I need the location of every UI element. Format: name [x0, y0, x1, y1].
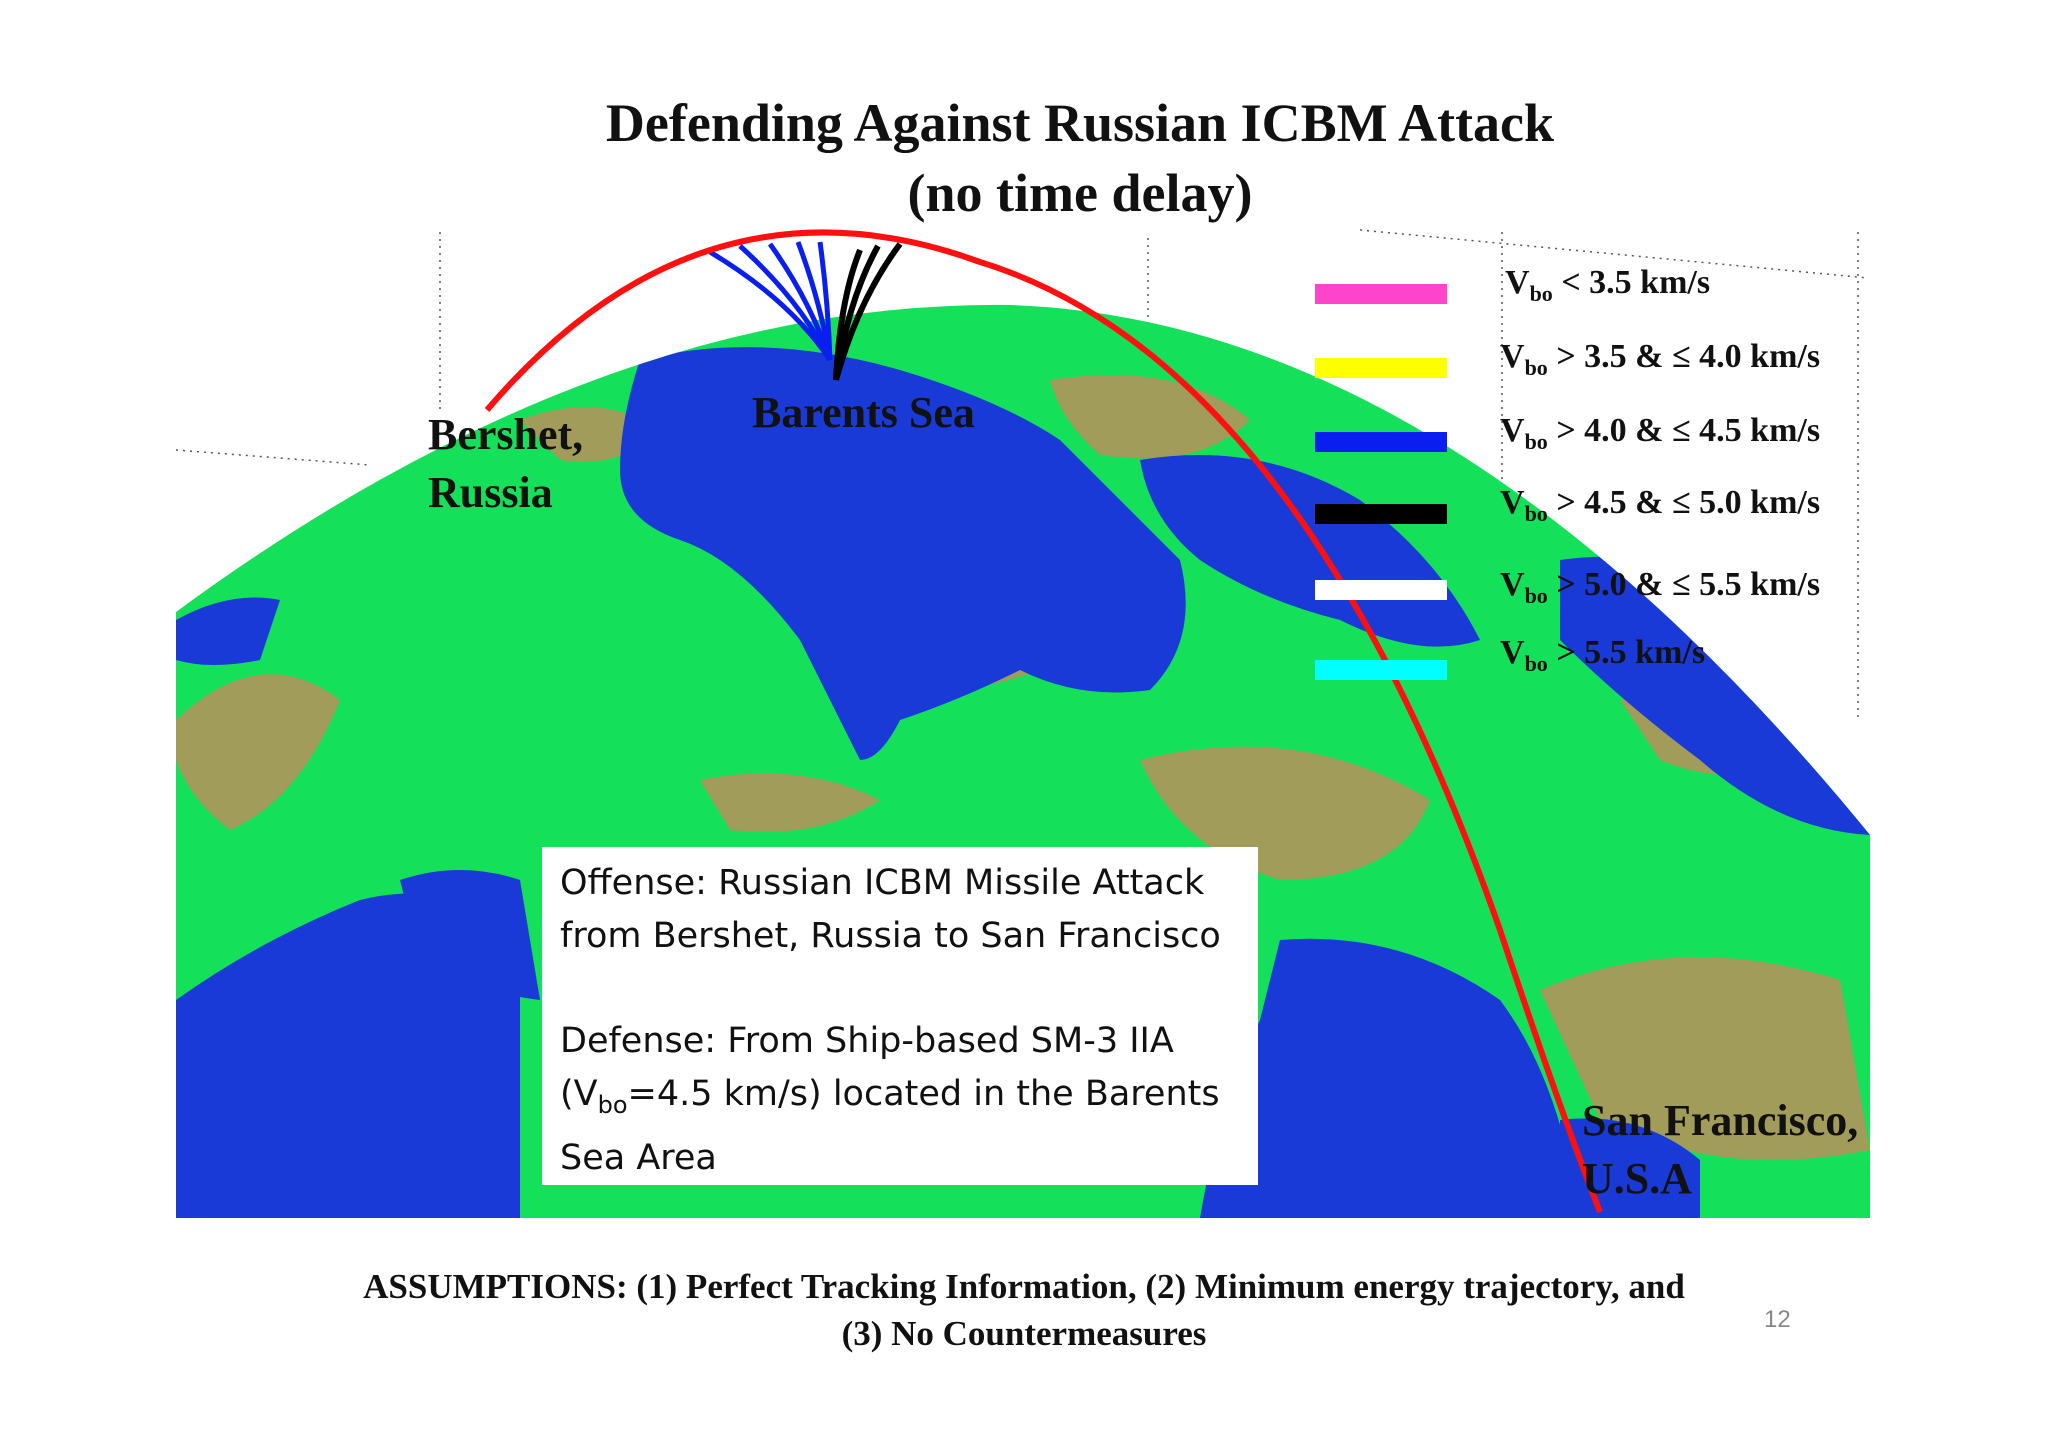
defense-text-line-3: Sea Area	[560, 1138, 717, 1178]
offense-text: Offense: Russian ICBM Missile Attack fro…	[560, 863, 1221, 956]
legend-label: Vbo < 3.5 km/s	[1505, 264, 1711, 306]
scenario-description-box: Offense: Russian ICBM Missile Attack fro…	[542, 847, 1258, 1185]
legend-swatch	[1315, 358, 1447, 378]
slide-title: Defending Against Russian ICBM Attack (n…	[0, 88, 2048, 228]
legend-swatch	[1315, 432, 1447, 452]
legend-label: Vbo > 5.0 & ≤ 5.5 km/s	[1500, 566, 1821, 608]
legend-swatch	[1315, 580, 1447, 600]
legend-label: Vbo > 5.5 km/s	[1500, 634, 1706, 676]
defense-text-line-1: Defense: From Ship-based SM-3 IIA	[560, 1021, 1174, 1061]
assumptions-line-1: ASSUMPTIONS: (1) Perfect Tracking Inform…	[363, 1267, 1685, 1306]
interceptor-trajectories-blue	[708, 241, 833, 362]
legend-label: Vbo > 4.5 & ≤ 5.0 km/s	[1500, 484, 1821, 526]
icbm-trajectory	[484, 229, 1603, 1214]
defense-text-line-2: (Vbo=4.5 km/s) located in the Barents	[560, 1074, 1220, 1119]
interceptor-trajectories-black	[833, 242, 903, 381]
target-label: San Francisco, U.S.A	[1582, 1096, 1859, 1203]
assumptions-line-2: (3) No Countermeasures	[841, 1314, 1207, 1353]
legend-label: Vbo > 3.5 & ≤ 4.0 km/s	[1500, 338, 1821, 380]
assumptions-footer: ASSUMPTIONS: (1) Perfect Tracking Inform…	[0, 1263, 2048, 1357]
legend-label: Vbo > 4.0 & ≤ 4.5 km/s	[1500, 412, 1821, 454]
legend-swatch	[1315, 284, 1447, 304]
title-line-1: Defending Against Russian ICBM Attack	[605, 93, 1555, 153]
origin-label: Bershet, Russia	[428, 410, 584, 517]
graticule-lines	[175, 229, 1869, 720]
title-line-2: (no time delay)	[907, 163, 1253, 223]
sea-label: Barents Sea	[752, 388, 975, 437]
legend-swatch	[1315, 660, 1447, 680]
page-number: 12	[1764, 1306, 1791, 1333]
legend-swatch	[1315, 504, 1447, 524]
